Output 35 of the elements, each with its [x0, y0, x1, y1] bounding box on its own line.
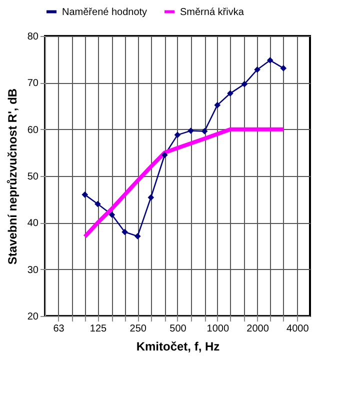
point	[122, 228, 128, 236]
point	[174, 132, 181, 138]
y-tick-label: 30	[27, 264, 39, 276]
point	[108, 212, 116, 218]
point	[201, 128, 208, 134]
x-axis-title: Kmitočet, f, Hz	[136, 340, 220, 354]
point	[227, 90, 234, 97]
point	[161, 152, 168, 158]
y-axis-title: Stavební neprůzvučnost R', dB	[5, 88, 20, 265]
x-tick-label: 500	[170, 324, 187, 334]
y-tick-label: 20	[27, 312, 39, 322]
x-tick-label: 2000	[246, 324, 270, 334]
point	[188, 128, 194, 134]
x-tick-label: 63	[53, 324, 65, 334]
y-tick-label: 40	[27, 218, 39, 230]
point	[94, 200, 101, 208]
x-tick-label: 250	[130, 324, 147, 334]
legend-label: Naměřené hodnoty	[62, 6, 148, 18]
point	[280, 65, 287, 72]
legend-label: Směrná křivka	[180, 6, 244, 18]
x-tick-label: 125	[90, 324, 108, 334]
point	[241, 80, 248, 88]
x-tick-label: 1000	[206, 324, 230, 334]
y-tick-label: 70	[27, 78, 39, 90]
y-tick-label: 80	[27, 32, 39, 42]
line-series	[82, 127, 286, 239]
point	[214, 102, 221, 108]
y-tick-label: 60	[27, 124, 39, 136]
y-tick-label: 50	[27, 172, 39, 182]
point	[148, 194, 154, 201]
point	[82, 192, 88, 198]
point	[266, 57, 274, 64]
point	[254, 66, 260, 73]
point	[134, 233, 141, 240]
x-tick-label: 4000	[286, 324, 310, 334]
